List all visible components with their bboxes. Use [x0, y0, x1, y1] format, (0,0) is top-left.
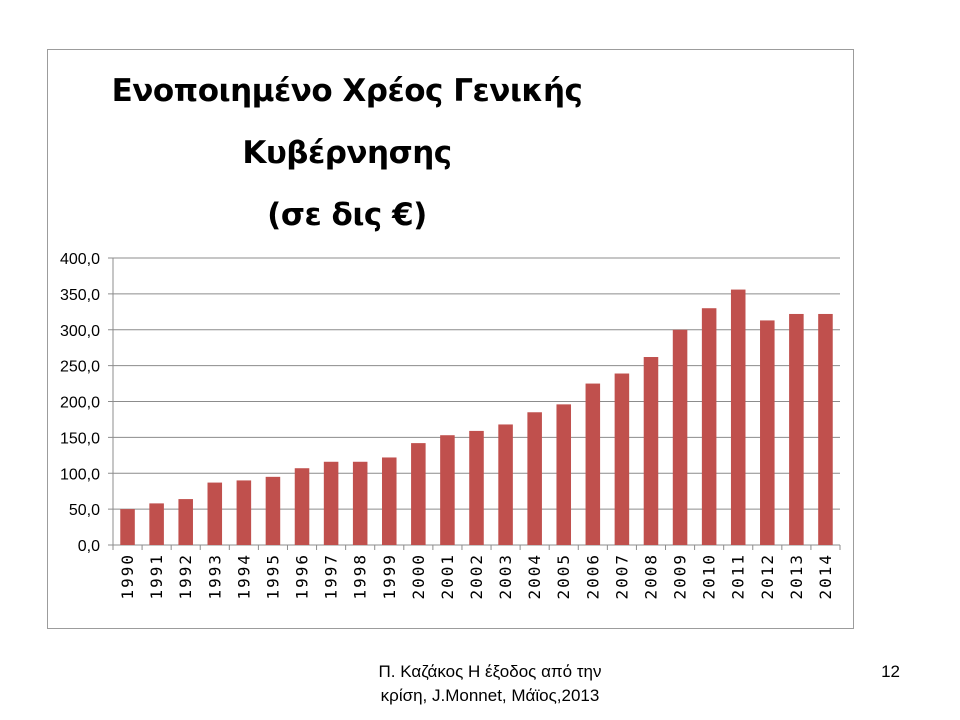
y-tick-label: 300,0 — [60, 323, 100, 340]
x-tick-label: 1990 — [118, 553, 137, 600]
x-tick-label: 1996 — [293, 553, 312, 600]
y-tick-label: 0,0 — [78, 538, 100, 555]
bar — [381, 457, 397, 545]
bar — [818, 313, 833, 545]
chart-title-line-1: Ενοποιημένο Χρέος Γενικής Κυβέρνησης — [111, 73, 583, 171]
x-tick-label: 1999 — [380, 553, 399, 600]
x-tick-label: 2001 — [438, 553, 457, 600]
y-tick-label: 400,0 — [60, 251, 100, 268]
bar — [498, 424, 513, 545]
bar — [643, 357, 659, 545]
x-tick-label: 2004 — [525, 553, 544, 600]
footer-credit-line-1: Π. Καζάκος Η έξοδος από την — [378, 662, 602, 681]
y-tick-label: 50,0 — [69, 502, 100, 519]
bar — [236, 480, 252, 545]
bar — [760, 320, 775, 545]
bar — [672, 329, 688, 545]
bar — [469, 430, 484, 545]
x-tick-label: 1991 — [147, 553, 166, 600]
bar — [527, 412, 542, 545]
bar — [730, 289, 746, 545]
x-tick-label: 1997 — [322, 553, 341, 600]
y-tick-label: 150,0 — [60, 430, 100, 447]
x-tick-label: 1995 — [263, 553, 282, 600]
bar — [352, 461, 368, 545]
y-tick-label: 200,0 — [60, 395, 100, 412]
chart-title-line-2: (σε δις €) — [267, 197, 427, 233]
bar — [440, 435, 455, 545]
x-tick-label: 2011 — [729, 553, 748, 600]
bar — [701, 308, 717, 545]
bar — [294, 468, 310, 545]
x-tick-label: 2012 — [758, 553, 777, 600]
bar — [556, 404, 572, 545]
x-tick-label: 1994 — [234, 553, 253, 600]
y-tick-label: 350,0 — [60, 287, 100, 304]
x-tick-label: 2013 — [787, 553, 806, 600]
x-tick-label: 2003 — [496, 553, 515, 600]
page-number: 12 — [881, 662, 900, 681]
bar — [323, 461, 339, 545]
footer-credit: Π. Καζάκος Η έξοδος από την κρίση, J.Mon… — [320, 660, 660, 708]
x-tick-label: 2009 — [671, 553, 690, 600]
x-tick-label: 2014 — [816, 553, 835, 600]
y-tick-label: 250,0 — [60, 359, 100, 376]
bar — [149, 503, 164, 545]
x-tick-label: 2006 — [583, 553, 602, 600]
bar — [614, 373, 630, 545]
x-tick-label: 2010 — [700, 553, 719, 600]
x-tick-label: 2005 — [554, 553, 573, 600]
bar — [120, 509, 135, 545]
x-tick-label: 1993 — [205, 553, 224, 600]
x-tick-label: 1998 — [351, 553, 370, 600]
footer-credit-line-2: κρίση, J.Monnet, Μάϊος,2013 — [380, 686, 600, 705]
bar — [207, 482, 223, 545]
chart-title: Ενοποιημένο Χρέος Γενικής Κυβέρνησης (σε… — [47, 60, 647, 246]
y-tick-label: 100,0 — [60, 466, 100, 483]
bar — [178, 499, 193, 545]
bar — [789, 313, 804, 545]
x-tick-label: 2007 — [612, 553, 631, 600]
bar — [265, 476, 281, 545]
x-tick-label: 1992 — [176, 553, 195, 600]
x-tick-label: 2000 — [409, 553, 428, 600]
bar — [585, 383, 601, 545]
bar — [411, 443, 426, 545]
x-tick-label: 2008 — [641, 553, 660, 600]
x-tick-label: 2002 — [467, 553, 486, 600]
